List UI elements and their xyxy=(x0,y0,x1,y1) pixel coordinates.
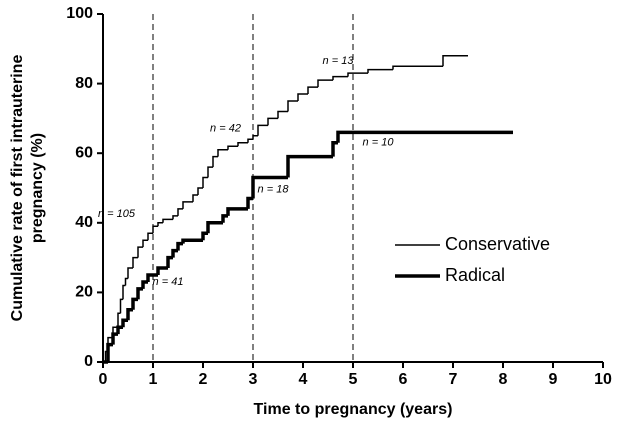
x-tick-label: 10 xyxy=(594,371,612,388)
step-segment xyxy=(137,246,143,258)
x-axis-label: Time to pregnancy (years) xyxy=(254,401,453,418)
step-segment xyxy=(127,267,133,279)
y-tick-label: 80 xyxy=(75,75,93,92)
legend-label: Conservative xyxy=(445,234,550,254)
y-tick-label: 40 xyxy=(75,214,93,231)
step-segment xyxy=(277,110,288,119)
y-tick-label: 100 xyxy=(66,5,93,22)
step-segment xyxy=(237,142,248,147)
x-tick-label: 5 xyxy=(349,371,358,388)
step-segment xyxy=(202,176,208,188)
step-segment xyxy=(286,154,333,178)
step-segment xyxy=(367,68,393,74)
x-tick-label: 0 xyxy=(99,371,108,388)
y-axis-label: pregnancy (%) xyxy=(29,133,46,243)
step-segment xyxy=(142,239,148,248)
x-tick-label: 8 xyxy=(499,371,508,388)
annotation: n = 13 xyxy=(323,55,355,67)
step-segment xyxy=(116,325,123,335)
step-segment xyxy=(132,256,138,269)
step-segment xyxy=(317,79,333,88)
step-segment xyxy=(136,287,143,300)
x-tick-label: 9 xyxy=(549,371,558,388)
step-segment xyxy=(331,141,338,157)
step-segment xyxy=(287,100,298,112)
annotation: n = 10 xyxy=(363,137,395,149)
step-segment xyxy=(392,65,443,70)
x-tick-label: 1 xyxy=(149,371,158,388)
annotation: n = 41 xyxy=(153,276,184,288)
step-segment xyxy=(221,214,228,223)
step-segment xyxy=(176,241,183,251)
step-segment xyxy=(332,75,348,81)
x-tick-label: 4 xyxy=(299,371,308,388)
x-tick-label: 6 xyxy=(399,371,408,388)
step-segment xyxy=(192,194,198,202)
annotation: n = 18 xyxy=(258,184,290,196)
step-segment xyxy=(297,93,308,101)
step-segment xyxy=(146,273,158,282)
step-segment xyxy=(251,175,288,199)
step-segment xyxy=(206,221,223,234)
step-segment xyxy=(197,187,203,195)
step-segment xyxy=(212,155,218,168)
step-segment xyxy=(252,135,258,140)
step-segment xyxy=(121,318,128,328)
step-segment xyxy=(257,124,268,136)
step-segment xyxy=(131,297,138,310)
step-segment xyxy=(307,86,318,95)
x-tick-label: 3 xyxy=(249,371,258,388)
step-segment xyxy=(267,117,278,126)
step-segment xyxy=(347,72,368,77)
annotation: n = 42 xyxy=(210,123,241,135)
step-segment xyxy=(247,138,253,143)
step-segment xyxy=(147,232,153,241)
step-segment xyxy=(156,266,168,275)
step-segment xyxy=(442,55,468,67)
annotation: n = 105 xyxy=(98,208,136,220)
step-segment xyxy=(182,201,193,209)
step-segment xyxy=(172,215,178,220)
step-segment xyxy=(162,218,173,223)
step-segment xyxy=(166,255,173,269)
step-segment xyxy=(157,222,163,227)
step-segment xyxy=(226,207,248,216)
step-segment xyxy=(119,298,123,314)
step-segment xyxy=(124,277,128,286)
step-segment xyxy=(201,231,208,241)
legend-label: Radical xyxy=(445,265,505,285)
step-segment xyxy=(106,342,113,362)
y-axis-label: Cumulative rate of first intrauterine xyxy=(9,55,26,322)
step-segment xyxy=(126,308,133,321)
step-segment xyxy=(177,208,183,216)
y-tick-label: 60 xyxy=(75,144,93,161)
y-tick-label: 20 xyxy=(75,284,93,301)
y-tick-label: 0 xyxy=(84,353,93,370)
step-segment xyxy=(181,238,203,244)
step-segment xyxy=(152,225,158,234)
x-tick-label: 2 xyxy=(199,371,208,388)
step-segment xyxy=(207,166,213,178)
step-segment xyxy=(227,145,238,150)
step-segment xyxy=(111,332,118,345)
step-segment xyxy=(246,196,253,209)
step-segment xyxy=(171,248,178,258)
step-segment xyxy=(122,284,126,300)
step-segment xyxy=(336,130,513,143)
step-segment xyxy=(141,280,148,289)
step-segment xyxy=(217,148,228,157)
x-tick-label: 7 xyxy=(449,371,458,388)
step-segment xyxy=(117,312,121,328)
